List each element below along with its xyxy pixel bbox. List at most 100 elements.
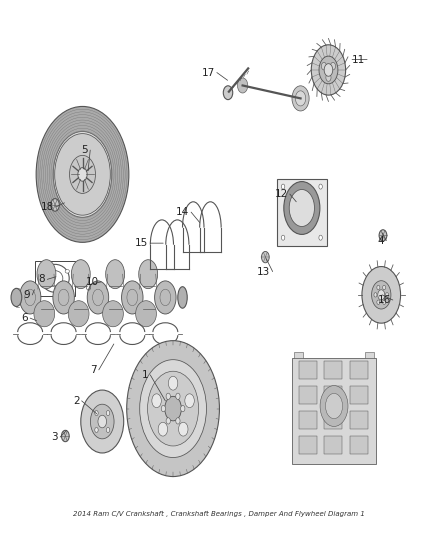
Bar bbox=[350, 436, 368, 454]
Text: 5: 5 bbox=[81, 145, 88, 155]
Bar bbox=[365, 352, 374, 358]
Ellipse shape bbox=[152, 394, 161, 408]
Ellipse shape bbox=[55, 134, 110, 215]
Ellipse shape bbox=[122, 281, 143, 314]
Text: 16: 16 bbox=[378, 295, 391, 305]
Ellipse shape bbox=[78, 167, 87, 181]
Ellipse shape bbox=[140, 360, 206, 457]
Ellipse shape bbox=[261, 252, 269, 263]
Text: 2: 2 bbox=[73, 396, 79, 406]
Ellipse shape bbox=[176, 393, 180, 399]
Ellipse shape bbox=[383, 300, 385, 304]
Bar bbox=[277, 179, 326, 246]
Ellipse shape bbox=[321, 62, 327, 70]
Text: 6: 6 bbox=[21, 313, 28, 323]
Text: 14: 14 bbox=[176, 207, 189, 217]
Ellipse shape bbox=[324, 63, 333, 76]
Ellipse shape bbox=[34, 301, 55, 327]
Ellipse shape bbox=[36, 107, 129, 243]
Ellipse shape bbox=[281, 235, 285, 240]
Ellipse shape bbox=[65, 284, 70, 287]
Bar bbox=[325, 411, 343, 429]
Ellipse shape bbox=[106, 427, 110, 432]
Ellipse shape bbox=[295, 91, 306, 106]
Bar bbox=[350, 386, 368, 404]
Bar bbox=[325, 361, 343, 379]
Ellipse shape bbox=[139, 260, 158, 289]
Ellipse shape bbox=[185, 394, 194, 408]
Ellipse shape bbox=[165, 397, 181, 421]
Bar bbox=[294, 352, 303, 358]
Ellipse shape bbox=[71, 260, 90, 289]
Ellipse shape bbox=[166, 418, 170, 424]
Ellipse shape bbox=[136, 301, 156, 327]
Ellipse shape bbox=[319, 235, 322, 240]
Ellipse shape bbox=[330, 62, 336, 70]
Ellipse shape bbox=[51, 199, 59, 211]
Bar bbox=[350, 411, 368, 429]
Ellipse shape bbox=[95, 427, 98, 432]
Text: 4: 4 bbox=[378, 236, 384, 246]
Bar bbox=[299, 361, 317, 379]
Text: 10: 10 bbox=[86, 277, 99, 287]
Text: 12: 12 bbox=[275, 189, 288, 199]
Bar bbox=[350, 361, 368, 379]
Bar bbox=[325, 386, 343, 404]
Ellipse shape bbox=[292, 86, 309, 111]
Ellipse shape bbox=[106, 260, 124, 289]
Ellipse shape bbox=[289, 190, 314, 227]
Ellipse shape bbox=[223, 86, 233, 100]
Ellipse shape bbox=[61, 430, 69, 442]
Text: 3: 3 bbox=[51, 432, 58, 442]
Text: 1: 1 bbox=[141, 370, 148, 380]
Ellipse shape bbox=[377, 285, 380, 290]
Ellipse shape bbox=[379, 230, 387, 241]
Ellipse shape bbox=[53, 132, 112, 217]
Ellipse shape bbox=[378, 290, 385, 300]
Ellipse shape bbox=[19, 281, 41, 314]
Text: 11: 11 bbox=[352, 54, 365, 64]
Ellipse shape bbox=[102, 301, 124, 327]
Ellipse shape bbox=[41, 284, 45, 287]
Ellipse shape bbox=[166, 393, 170, 399]
Ellipse shape bbox=[176, 418, 180, 424]
Ellipse shape bbox=[95, 410, 98, 416]
Ellipse shape bbox=[371, 281, 391, 309]
Ellipse shape bbox=[98, 415, 106, 428]
Ellipse shape bbox=[284, 182, 320, 235]
Ellipse shape bbox=[180, 406, 185, 412]
Bar bbox=[299, 411, 317, 429]
Text: 17: 17 bbox=[201, 68, 215, 77]
Ellipse shape bbox=[281, 184, 285, 189]
Bar bbox=[299, 436, 317, 454]
Bar bbox=[292, 358, 376, 464]
Ellipse shape bbox=[41, 270, 45, 273]
Text: 18: 18 bbox=[40, 202, 54, 212]
Ellipse shape bbox=[65, 270, 70, 273]
Ellipse shape bbox=[106, 410, 110, 416]
Text: 8: 8 bbox=[39, 274, 45, 284]
Bar bbox=[35, 261, 75, 296]
Ellipse shape bbox=[319, 56, 338, 84]
Ellipse shape bbox=[178, 287, 187, 308]
Ellipse shape bbox=[383, 285, 385, 290]
Ellipse shape bbox=[155, 281, 176, 314]
Ellipse shape bbox=[362, 266, 401, 323]
Ellipse shape bbox=[158, 422, 168, 436]
Text: 9: 9 bbox=[24, 290, 30, 300]
Ellipse shape bbox=[127, 341, 219, 477]
Ellipse shape bbox=[161, 406, 166, 412]
Ellipse shape bbox=[326, 74, 331, 82]
Ellipse shape bbox=[68, 301, 89, 327]
Ellipse shape bbox=[70, 155, 95, 193]
Ellipse shape bbox=[37, 260, 56, 289]
Ellipse shape bbox=[377, 300, 380, 304]
Ellipse shape bbox=[81, 390, 124, 453]
Text: 2014 Ram C/V Crankshaft , Crankshaft Bearings , Damper And Flywheel Diagram 1: 2014 Ram C/V Crankshaft , Crankshaft Bea… bbox=[73, 511, 365, 517]
Text: 15: 15 bbox=[135, 238, 148, 248]
Ellipse shape bbox=[374, 293, 377, 297]
Ellipse shape bbox=[87, 281, 109, 314]
Ellipse shape bbox=[168, 376, 178, 390]
Text: 13: 13 bbox=[257, 266, 271, 277]
Ellipse shape bbox=[11, 288, 22, 306]
